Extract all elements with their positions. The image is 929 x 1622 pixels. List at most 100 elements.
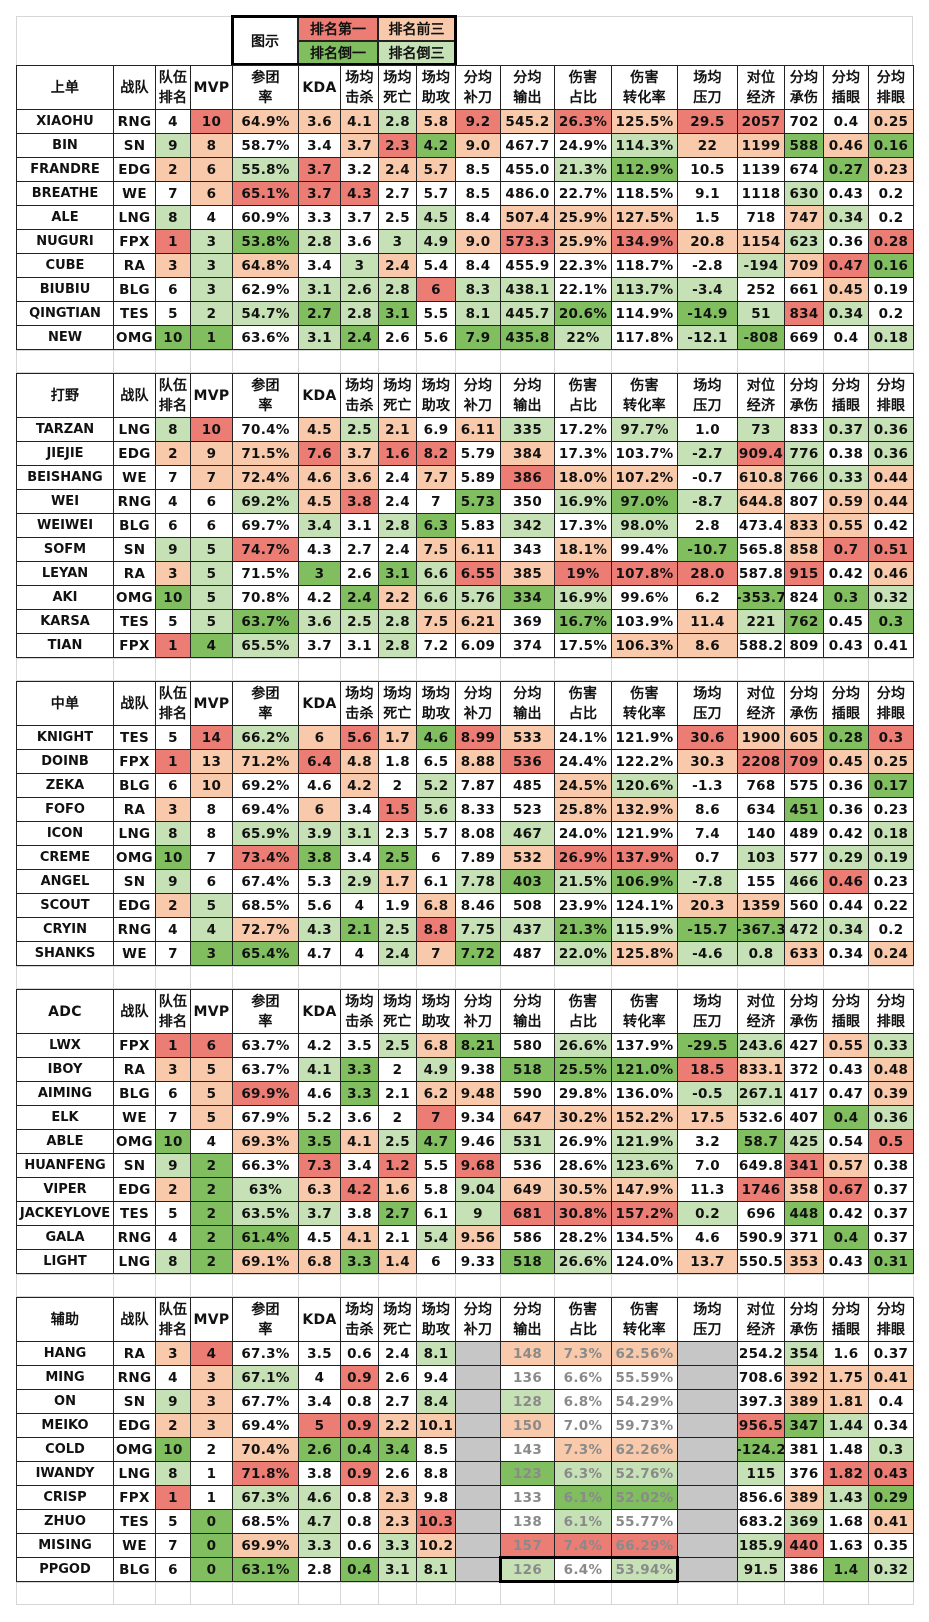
cell-kills[interactable]: 5.6 [340, 725, 379, 750]
cell-damage-share[interactable]: 22.3% [554, 253, 612, 278]
cell-wards-cleared[interactable]: 0.44 [868, 489, 914, 514]
cell-cs-diff[interactable]: 4.6 [677, 1225, 738, 1250]
cell-damage-per-min[interactable]: 350 [500, 489, 555, 514]
cell-team[interactable]: OMG [113, 845, 156, 870]
cell-team[interactable]: RNG [113, 489, 156, 514]
cell-assists[interactable]: 7.5 [416, 609, 456, 634]
cell-damage-per-min[interactable]: 386 [500, 465, 555, 490]
cell-player[interactable]: BIUBIU [16, 277, 114, 302]
cell-player[interactable]: GALA [16, 1225, 114, 1250]
cell-teamfight-rate[interactable]: 67.7% [232, 1389, 299, 1414]
cell-cs-per-min[interactable]: 6.11 [455, 417, 501, 442]
cell-gold-diff[interactable]: 2208 [737, 749, 785, 774]
cell-player[interactable]: TIAN [16, 633, 114, 658]
cell-gold-diff[interactable]: 833.1 [737, 1057, 785, 1082]
cell-cs-diff[interactable] [677, 1341, 738, 1366]
cell-gold-diff[interactable]: 683.2 [737, 1509, 785, 1534]
cell-cs-per-min[interactable]: 9 [455, 1201, 501, 1226]
cell-damage-share[interactable]: 7.3% [554, 1341, 612, 1366]
cell-cs-per-min[interactable] [455, 1557, 501, 1582]
cell-assists[interactable]: 8.1 [416, 1557, 456, 1582]
cell-team[interactable]: BLG [113, 513, 156, 538]
cell-team-rank[interactable]: 7 [155, 1105, 191, 1130]
cell-wards-placed[interactable]: 0.44 [823, 893, 869, 918]
cell-deaths[interactable]: 3.1 [378, 561, 417, 586]
cell-team-rank[interactable]: 10 [155, 585, 191, 610]
cell-wards-cleared[interactable]: 0.35 [868, 1533, 914, 1558]
cell-kills[interactable]: 3.7 [340, 205, 379, 230]
cell-deaths[interactable]: 2.4 [378, 537, 417, 562]
cell-mvp[interactable]: 6 [190, 513, 233, 538]
cell-teamfight-rate[interactable]: 64.9% [232, 109, 299, 134]
cell-assists[interactable]: 8.5 [416, 1437, 456, 1462]
cell-damage-per-min[interactable]: 435.8 [500, 325, 555, 350]
cell-kda[interactable]: 3.5 [298, 1341, 341, 1366]
cell-cs-per-min[interactable]: 9.48 [455, 1081, 501, 1106]
cell-player[interactable]: ANGEL [16, 869, 114, 894]
cell-team[interactable]: BLG [113, 277, 156, 302]
cell-gold-diff[interactable]: 115 [737, 1461, 785, 1486]
cell-teamfight-rate[interactable]: 63.5% [232, 1201, 299, 1226]
cell-damage-share[interactable]: 22% [554, 325, 612, 350]
cell-mvp[interactable]: 10 [190, 417, 233, 442]
cell-wards-placed[interactable]: 0.43 [823, 181, 869, 206]
cell-cs-per-min[interactable] [455, 1413, 501, 1438]
cell-damage-conversion[interactable]: 118.5% [611, 181, 678, 206]
cell-gold-diff[interactable]: -367.3 [737, 917, 785, 942]
cell-cs-per-min[interactable]: 9.0 [455, 229, 501, 254]
cell-damage-conversion[interactable]: 121.9% [611, 725, 678, 750]
cell-damage-conversion[interactable]: 97.0% [611, 489, 678, 514]
cell-wards-placed[interactable]: 1.75 [823, 1365, 869, 1390]
cell-damage-taken[interactable]: 347 [784, 1413, 824, 1438]
cell-damage-per-min[interactable]: 384 [500, 441, 555, 466]
cell-teamfight-rate[interactable]: 70.8% [232, 585, 299, 610]
cell-damage-share[interactable]: 21.5% [554, 869, 612, 894]
cell-damage-per-min[interactable]: 150 [500, 1413, 555, 1438]
cell-team[interactable]: BLG [113, 773, 156, 798]
cell-cs-diff[interactable]: -15.7 [677, 917, 738, 942]
cell-kills[interactable]: 0.9 [340, 1461, 379, 1486]
cell-kda[interactable]: 6.3 [298, 1177, 341, 1202]
cell-deaths[interactable]: 2 [378, 1105, 417, 1130]
cell-kda[interactable]: 4.2 [298, 1033, 341, 1058]
cell-damage-per-min[interactable]: 138 [500, 1509, 555, 1534]
cell-cs-per-min[interactable]: 8.4 [455, 253, 501, 278]
cell-cs-per-min[interactable]: 8.5 [455, 157, 501, 182]
cell-deaths[interactable]: 2.5 [378, 845, 417, 870]
cell-wards-placed[interactable]: 0.57 [823, 1153, 869, 1178]
cell-damage-conversion[interactable]: 107.2% [611, 465, 678, 490]
cell-assists[interactable]: 5.6 [416, 325, 456, 350]
cell-mvp[interactable]: 4 [190, 633, 233, 658]
cell-teamfight-rate[interactable]: 69.3% [232, 1129, 299, 1154]
cell-deaths[interactable]: 3.4 [378, 1437, 417, 1462]
cell-damage-share[interactable]: 24.5% [554, 773, 612, 798]
cell-teamfight-rate[interactable]: 65.9% [232, 821, 299, 846]
cell-wards-placed[interactable]: 0.34 [823, 205, 869, 230]
cell-damage-share[interactable]: 6.1% [554, 1509, 612, 1534]
cell-teamfight-rate[interactable]: 63.7% [232, 609, 299, 634]
cell-assists[interactable]: 5.4 [416, 1225, 456, 1250]
cell-wards-cleared[interactable]: 0.23 [868, 157, 914, 182]
cell-kda[interactable]: 3.4 [298, 133, 341, 158]
cell-teamfight-rate[interactable]: 54.7% [232, 301, 299, 326]
cell-kills[interactable]: 3.4 [340, 797, 379, 822]
cell-team-rank[interactable]: 2 [155, 441, 191, 466]
cell-kda[interactable]: 5.2 [298, 1105, 341, 1130]
cell-kills[interactable]: 0.8 [340, 1389, 379, 1414]
cell-damage-conversion[interactable]: 97.7% [611, 417, 678, 442]
cell-wards-cleared[interactable]: 0.17 [868, 773, 914, 798]
cell-cs-diff[interactable]: 0.2 [677, 1201, 738, 1226]
cell-wards-cleared[interactable]: 0.19 [868, 845, 914, 870]
cell-damage-conversion[interactable]: 52.76% [611, 1461, 678, 1486]
cell-assists[interactable]: 7 [416, 1105, 456, 1130]
cell-damage-taken[interactable]: 709 [784, 749, 824, 774]
cell-team[interactable]: RNG [113, 109, 156, 134]
cell-teamfight-rate[interactable]: 71.5% [232, 561, 299, 586]
cell-damage-share[interactable]: 30.2% [554, 1105, 612, 1130]
cell-deaths[interactable]: 2.6 [378, 325, 417, 350]
cell-gold-diff[interactable]: 267.1 [737, 1081, 785, 1106]
cell-cs-diff[interactable] [677, 1389, 738, 1414]
cell-team-rank[interactable]: 6 [155, 1081, 191, 1106]
cell-damage-taken[interactable]: 833 [784, 513, 824, 538]
cell-teamfight-rate[interactable]: 55.8% [232, 157, 299, 182]
